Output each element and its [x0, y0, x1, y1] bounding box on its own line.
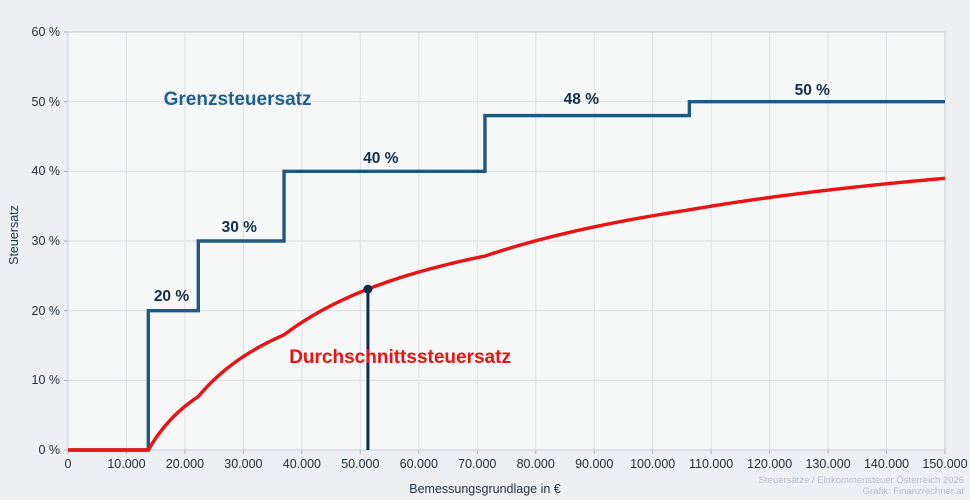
plot-border [67, 31, 946, 451]
x-tick-label: 90.000 [575, 457, 614, 471]
average-rate-curve [67, 176, 946, 452]
chart-credit-caption: Grafik: Finanzrechner.at [862, 486, 964, 497]
annotation-grenzsteuersatz: Grenzsteuersatz [163, 88, 312, 110]
annotation-40: 40 % [363, 150, 399, 168]
marginal-rate-step-line [68, 99, 945, 452]
annotation-durchschnittssteuersatz: Durchschnittssteuersatz [289, 347, 511, 369]
y-tick-label: 50 % [31, 94, 61, 109]
x-axis-title: Bemessungsgrundlage in € [409, 482, 561, 496]
x-tick-label: 10.000 [107, 457, 146, 471]
annotation-48: 48 % [563, 91, 599, 109]
annotation-50: 50 % [794, 82, 830, 100]
x-tick-label: 120.000 [747, 457, 793, 471]
y-tick-label: 30 % [31, 234, 61, 248]
x-tick-label: 150.000 [922, 457, 968, 471]
x-tick-label: 130.000 [805, 457, 851, 471]
x-tick-label: 140.000 [863, 457, 910, 471]
y-tick-label: 10 % [31, 373, 61, 388]
x-tick-label: 20.000 [165, 457, 205, 471]
annotation-20: 20 % [153, 288, 190, 306]
x-tick-label: 110.000 [688, 457, 734, 471]
x-tick-label: 100.000 [630, 457, 676, 471]
x-tick-label: 40.000 [282, 457, 321, 471]
x-tick-label: 80.000 [516, 457, 555, 471]
y-tick-label: 40 % [31, 164, 61, 179]
x-tick-label: 0 [64, 457, 72, 471]
x-tick-label: 50.000 [341, 457, 380, 471]
chart-source-caption: Steuersätze / Einkommensteuer Österreich… [758, 475, 964, 486]
y-tick-label: 60 % [31, 25, 61, 39]
x-tick-label: 70.000 [458, 457, 497, 471]
y-tick-label: 0 % [38, 443, 60, 457]
y-tick-label: 20 % [31, 303, 61, 318]
x-tick-label: 30.000 [224, 457, 263, 471]
annotation-30: 30 % [221, 219, 257, 237]
x-tick-label: 60.000 [399, 457, 438, 471]
y-axis-title: Steuersatz [7, 205, 21, 265]
marker-dot [363, 284, 373, 294]
